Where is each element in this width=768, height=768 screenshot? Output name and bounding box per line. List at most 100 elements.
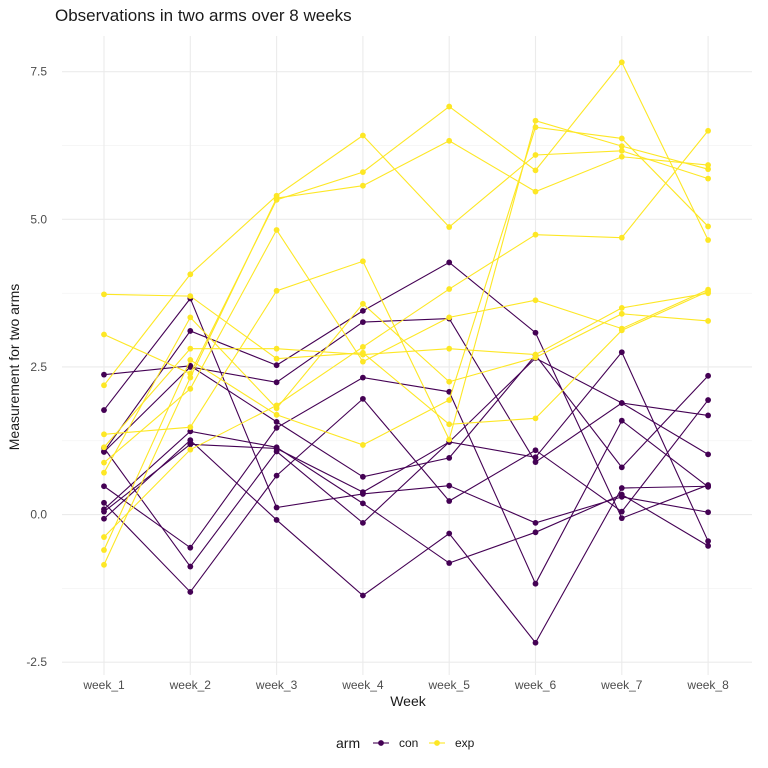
data-point-exp — [101, 469, 107, 476]
series-line-con — [103, 351, 709, 568]
legend-label-exp: exp — [455, 736, 475, 750]
data-point-exp — [187, 314, 194, 321]
data-point-exp — [705, 237, 711, 243]
data-point-exp — [446, 436, 453, 443]
data-point-exp — [360, 132, 366, 139]
data-point-con — [273, 418, 280, 425]
series-line-con — [103, 261, 709, 519]
data-point-exp — [532, 152, 539, 158]
data-point-exp — [618, 59, 625, 66]
legend-label-con: con — [399, 736, 418, 750]
data-point-exp — [618, 147, 625, 154]
data-point-con — [101, 448, 107, 455]
data-point-con — [705, 397, 711, 403]
data-point-exp — [101, 444, 107, 451]
data-point-exp — [618, 310, 625, 317]
data-point-con — [618, 508, 625, 515]
data-point-exp — [532, 117, 539, 124]
data-point-con — [187, 328, 194, 334]
data-point-exp — [273, 192, 280, 199]
data-point-con — [360, 473, 366, 480]
series-line-con — [103, 354, 709, 478]
data-point-con — [705, 542, 711, 549]
data-point-exp — [705, 166, 711, 173]
legend: arm con exp — [336, 735, 475, 751]
data-point-exp — [446, 103, 453, 110]
data-point-exp — [532, 415, 539, 422]
axis-layer: -2.5 0.0 2.5 5.0 7.5 week_1 week_2 week_3 week_4… — [26, 65, 729, 692]
series-line-con — [103, 377, 709, 585]
series-line-exp — [103, 134, 709, 386]
data-point-con — [705, 451, 711, 458]
data-point-exp — [446, 137, 453, 144]
data-point-con — [618, 485, 625, 491]
data-point-exp — [618, 153, 625, 160]
data-point-con — [618, 464, 625, 471]
data-point-con — [187, 563, 194, 570]
data-point-exp — [273, 227, 280, 233]
data-point-con — [618, 349, 625, 356]
series-line-exp — [103, 228, 709, 464]
data-point-con — [101, 506, 107, 513]
data-point-con — [360, 592, 366, 599]
data-point-con — [273, 472, 280, 479]
series-line-exp — [103, 126, 709, 551]
series-line-exp — [103, 302, 709, 473]
data-point-exp — [532, 231, 539, 238]
grid-layer — [62, 36, 752, 675]
data-point-exp — [446, 378, 453, 385]
data-point-exp — [273, 345, 280, 352]
series-line-con — [103, 430, 709, 564]
data-point-exp — [273, 196, 280, 203]
data-point-exp — [187, 345, 194, 352]
y-tick-label: -2.5 — [26, 655, 47, 669]
data-point-exp — [360, 169, 366, 176]
x-tick-label: week_6 — [514, 678, 557, 692]
data-point-exp — [705, 318, 711, 324]
data-point-con — [532, 529, 539, 536]
data-point-exp — [273, 355, 280, 362]
data-point-con — [101, 483, 107, 490]
x-tick-label: week_3 — [255, 678, 298, 692]
data-point-con — [360, 500, 366, 507]
data-point-exp — [532, 351, 539, 358]
data-point-exp — [101, 291, 107, 298]
data-point-con — [532, 459, 539, 465]
data-point-con — [705, 538, 711, 545]
data-point-exp — [101, 382, 107, 389]
data-point-exp — [187, 385, 194, 392]
series-line-exp — [103, 120, 709, 442]
data-point-con — [618, 491, 625, 498]
data-point-con — [360, 395, 366, 402]
data-point-exp — [618, 135, 625, 142]
data-point-exp — [360, 358, 366, 365]
data-point-con — [446, 530, 453, 537]
data-point-con — [705, 372, 711, 379]
x-tick-label: week_2 — [169, 678, 212, 692]
data-point-exp — [446, 345, 453, 352]
data-point-exp — [187, 374, 194, 381]
data-point-exp — [360, 258, 366, 265]
x-tick-label: week_5 — [428, 678, 471, 692]
data-point-con — [101, 499, 107, 506]
data-point-exp — [705, 288, 711, 295]
data-point-exp — [273, 287, 280, 294]
x-tick-label: week_7 — [600, 678, 643, 692]
data-point-exp — [273, 402, 280, 409]
data-point-con — [446, 388, 453, 395]
data-point-con — [101, 371, 107, 378]
data-point-exp — [101, 561, 107, 568]
data-point-exp — [446, 224, 453, 230]
data-point-con — [446, 259, 453, 266]
data-point-con — [273, 504, 280, 511]
data-point-con — [187, 428, 194, 435]
data-point-exp — [101, 431, 107, 438]
data-point-exp — [360, 343, 366, 350]
data-point-con — [705, 412, 711, 419]
series-line-exp — [103, 290, 709, 425]
x-tick-label: week_4 — [341, 678, 384, 692]
data-point-con — [101, 515, 107, 522]
data-point-con — [360, 307, 366, 314]
y-axis-title: Measurement for two arms — [6, 284, 22, 451]
data-point-con — [187, 441, 194, 448]
